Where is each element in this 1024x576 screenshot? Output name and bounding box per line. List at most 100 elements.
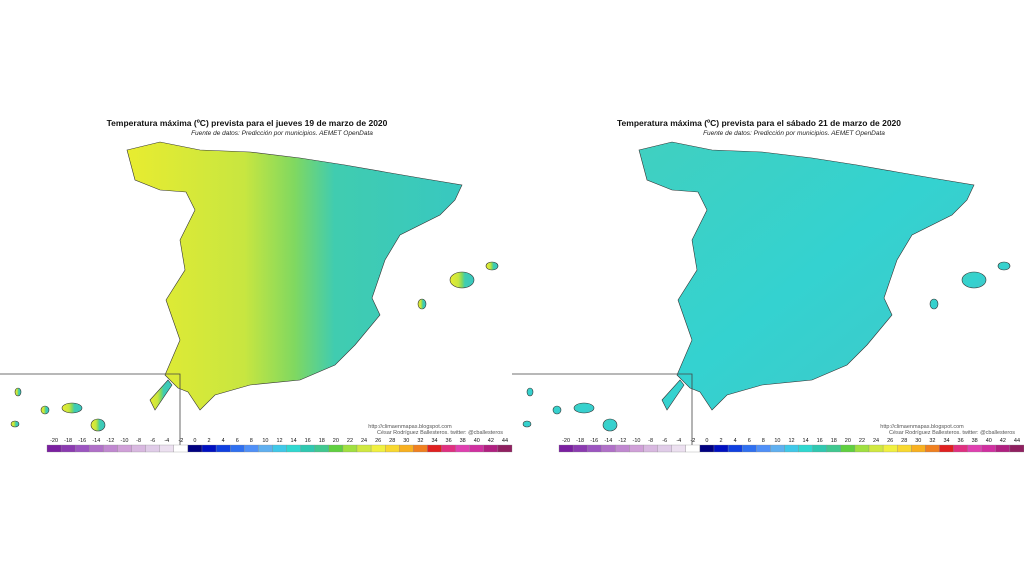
legend-swatch: [685, 444, 701, 453]
legend-swatch: [558, 444, 574, 453]
legend-swatch: [840, 444, 856, 453]
legend-swatch: [469, 444, 484, 453]
legend-tick-label: -6: [662, 438, 667, 444]
legend-tick-label: 32: [417, 438, 423, 444]
legend-tick-label: 6: [236, 438, 239, 444]
legend-tick-label: 6: [748, 438, 751, 444]
legend-swatch: [615, 444, 630, 453]
legend-tick-label: -8: [136, 438, 141, 444]
legend-swatch: [572, 444, 588, 453]
legend-tick-label: 16: [817, 438, 823, 444]
legend-tick-label: 32: [929, 438, 935, 444]
legend-tick-label: 14: [291, 438, 297, 444]
legend-swatch: [981, 444, 996, 453]
legend-tick-label: 2: [720, 438, 723, 444]
canary-box: [512, 373, 693, 452]
legend-swatch: [286, 444, 301, 453]
legend-swatch: [342, 444, 358, 453]
legend-tick-label: 18: [831, 438, 837, 444]
legend-tick-label: -14: [604, 438, 612, 444]
legend-tick-label: 22: [859, 438, 865, 444]
legend-tick-label: 36: [446, 438, 452, 444]
legend-swatch: [103, 444, 118, 453]
legend-swatch: [713, 444, 729, 453]
legend-swatch: [258, 444, 273, 453]
legend-swatch: [272, 444, 287, 453]
legend-swatch: [897, 444, 912, 453]
legend-tick-label: 20: [333, 438, 339, 444]
legend-tick-label: -16: [78, 438, 86, 444]
panels: Temperatura máxima (ºC) prevista para el…: [0, 118, 1024, 453]
legend-swatch: [812, 444, 827, 453]
map-subtitle: Fuente de datos: Predicción por municipi…: [703, 130, 885, 137]
legend-swatch: [230, 444, 245, 453]
legend-swatch: [215, 444, 231, 453]
legend-swatch: [657, 444, 672, 453]
legend-tick-label: 30: [403, 438, 409, 444]
legend-swatch: [770, 444, 785, 453]
legend-swatch: [868, 444, 884, 453]
legend-swatch: [587, 444, 602, 453]
legend-swatch: [925, 444, 940, 453]
credit-author: César Rodríguez Ballesteros. twitter: @c…: [889, 430, 1015, 436]
legend-swatch: [75, 444, 90, 453]
legend-tick-label: -8: [648, 438, 653, 444]
legend-swatch: [413, 444, 428, 453]
legend-swatch: [187, 444, 203, 453]
legend-tick-label: -20: [562, 438, 570, 444]
legend-tick-label: 24: [873, 438, 879, 444]
legend-tick-label: 44: [1014, 438, 1020, 444]
legend-swatch: [314, 444, 329, 453]
legend-swatch: [131, 444, 146, 453]
legend-tick-label: -2: [178, 438, 183, 444]
credit-author: César Rodríguez Ballesteros. twitter: @c…: [377, 430, 503, 436]
legend-tick-label: 8: [250, 438, 253, 444]
legend-tick-label: 38: [972, 438, 978, 444]
legend-tick-label: -2: [690, 438, 695, 444]
spain-map: [522, 141, 1011, 432]
legend-swatch: [46, 444, 62, 453]
map-subtitle: Fuente de datos: Predicción por municipi…: [191, 130, 373, 137]
legend-tick-label: 10: [774, 438, 780, 444]
legend-tick-label: -14: [92, 438, 100, 444]
legend-tick-label: 40: [474, 438, 480, 444]
legend-swatch: [699, 444, 715, 453]
legend-tick-label: 42: [1000, 438, 1006, 444]
legend-swatch: [201, 444, 217, 453]
legend-tick-label: 24: [361, 438, 367, 444]
legend-swatch: [399, 444, 414, 453]
legend-tick-label: 42: [488, 438, 494, 444]
legend-tick-label: 20: [845, 438, 851, 444]
legend-tick-label: 14: [803, 438, 809, 444]
legend-swatch: [939, 444, 954, 453]
legend-swatch: [385, 444, 400, 453]
legend-swatch: [1009, 444, 1024, 453]
legend-swatch: [967, 444, 982, 453]
map-title: Temperatura máxima (ºC) prevista para el…: [617, 118, 901, 128]
legend-swatch: [328, 444, 344, 453]
legend-swatch: [995, 444, 1011, 453]
legend-tick-label: 30: [915, 438, 921, 444]
legend-tick-label: -12: [618, 438, 626, 444]
legend-tick-label: 22: [347, 438, 353, 444]
legend-tick-label: 26: [887, 438, 893, 444]
legend-swatch: [356, 444, 372, 453]
legend-swatch: [455, 444, 470, 453]
legend-tick-label: 28: [389, 438, 395, 444]
legend-tick-label: 0: [705, 438, 708, 444]
legend-tick-label: -20: [50, 438, 58, 444]
legend-swatch: [89, 444, 104, 453]
legend-tick-label: -10: [633, 438, 641, 444]
canary-box: [0, 373, 181, 452]
legend-swatch: [953, 444, 968, 453]
map-panel: Temperatura máxima (ºC) prevista para el…: [512, 118, 1024, 453]
legend-tick-label: 36: [958, 438, 964, 444]
legend-swatch: [882, 444, 898, 453]
legend-tick-label: 38: [460, 438, 466, 444]
legend-swatch: [727, 444, 743, 453]
legend-swatch: [159, 444, 174, 453]
legend-tick-label: -10: [121, 438, 129, 444]
legend-tick-label: -4: [676, 438, 681, 444]
